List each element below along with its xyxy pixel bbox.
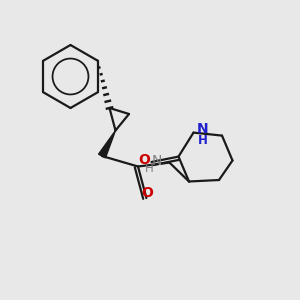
Text: N: N [152,154,162,168]
Polygon shape [99,130,116,158]
Text: H: H [145,162,154,175]
Text: H: H [198,134,207,147]
Text: O: O [142,186,154,200]
Text: O: O [138,154,150,167]
Text: N: N [197,122,208,136]
